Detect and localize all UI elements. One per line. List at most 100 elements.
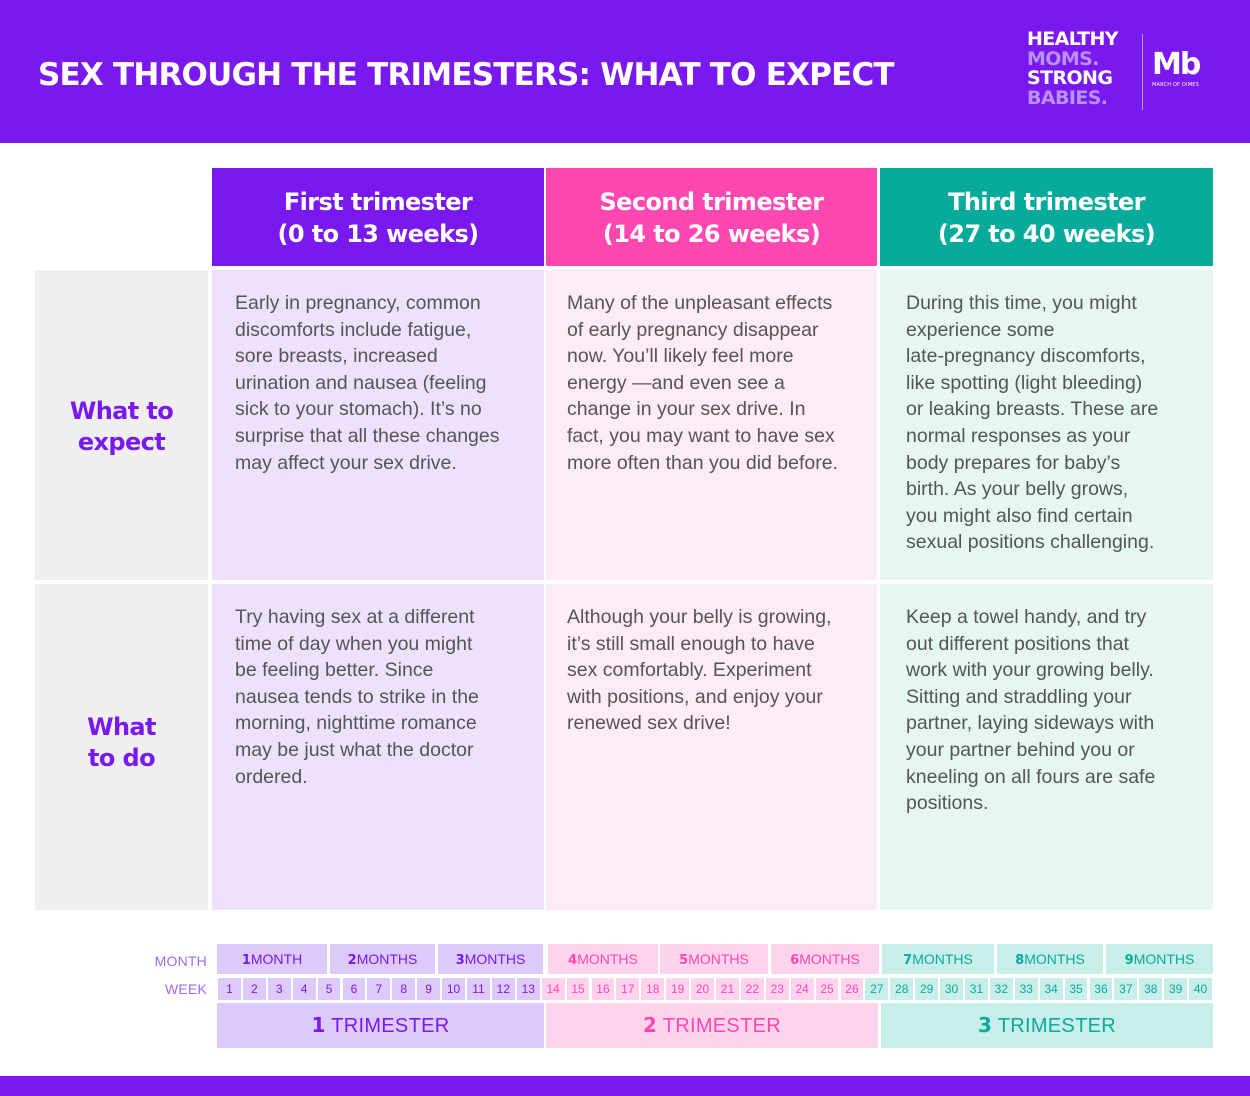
week-box: 20 <box>691 978 714 1000</box>
month-box: 6MONTHS <box>771 944 879 974</box>
row-label-what-to-expect: What to expect <box>35 270 208 580</box>
timeline-week-label: WEEK <box>164 981 207 997</box>
week-box: 39 <box>1164 978 1188 1000</box>
month-unit: MONTHS <box>356 951 418 967</box>
trimester-bar-1: 1 TRIMESTER <box>217 1003 544 1048</box>
brand-line-2: MOMS. <box>1027 47 1099 70</box>
month-number: 2 <box>347 953 357 968</box>
column-header-title: Third trimester <box>948 188 1145 216</box>
month-number: 1 <box>241 953 251 968</box>
cell-todo-third: Keep a towel handy, and try out differen… <box>880 584 1213 910</box>
month-unit: MONTHS <box>912 951 973 967</box>
month-unit: MONTHS <box>688 951 749 967</box>
column-header-range: (14 to 26 weeks) <box>602 220 821 248</box>
column-header-title: Second trimester <box>599 188 825 216</box>
cell-expect-second: Many of the unpleasant effects of early … <box>546 270 877 580</box>
cell-expect-third: During this time, you might experience s… <box>880 270 1213 580</box>
trimester-label: TRIMESTER <box>331 1015 450 1037</box>
week-box: 27 <box>865 978 889 1000</box>
cell-text: Early in pregnancy, common discomforts i… <box>235 292 500 474</box>
week-box: 32 <box>989 978 1013 1000</box>
week-box: 31 <box>965 978 988 1000</box>
cell-text: Keep a towel handy, and try out differen… <box>906 606 1156 815</box>
logo-subtitle: MARCH OF DIMES <box>1152 82 1199 88</box>
week-box: 18 <box>641 978 665 1000</box>
column-header-second-trimester: Second trimester (14 to 26 weeks) <box>546 168 877 266</box>
trimester-number: 3 <box>978 1013 993 1037</box>
week-box: 8 <box>392 978 416 1000</box>
column-header-first-trimester: First trimester (0 to 13 weeks) <box>212 168 544 266</box>
week-box: 9 <box>417 978 441 1000</box>
week-box: 38 <box>1139 978 1163 1000</box>
week-box: 25 <box>815 978 839 1000</box>
cell-text: Try having sex at a different time of da… <box>235 606 479 788</box>
timeline-month-label: MONTH <box>154 953 207 969</box>
week-box: 1 <box>218 978 241 1000</box>
week-box: 22 <box>740 978 764 1000</box>
column-header-range: (0 to 13 weeks) <box>277 220 479 248</box>
week-box: 14 <box>541 978 565 1000</box>
column-header-range: (27 to 40 weeks) <box>937 220 1156 248</box>
cell-text: Although your belly is growing, it’s sti… <box>567 606 832 735</box>
cell-todo-first: Try having sex at a different time of da… <box>212 584 544 910</box>
month-unit: MONTHS <box>577 951 638 967</box>
month-unit: MONTH <box>250 951 303 967</box>
column-header-third-trimester: Third trimester (27 to 40 weeks) <box>880 168 1213 266</box>
brand-line-1: HEALTHY <box>1027 28 1119 50</box>
brand-line-3: STRONG <box>1027 67 1113 89</box>
month-box: 9MONTHS <box>1106 944 1213 974</box>
week-box: 12 <box>491 978 515 1000</box>
week-box: 7 <box>367 978 391 1000</box>
month-number: 7 <box>903 953 913 968</box>
week-box: 11 <box>467 978 490 1000</box>
week-box: 34 <box>1039 978 1063 1000</box>
week-box: 26 <box>840 978 864 1000</box>
column-header-title: First trimester <box>283 188 473 216</box>
month-box: 7MONTHS <box>882 944 994 974</box>
trimester-number: 2 <box>643 1013 658 1037</box>
week-box: 23 <box>765 978 789 1000</box>
week-box: 30 <box>940 978 963 1000</box>
row-label-line: to do <box>88 744 156 772</box>
trimester-number: 1 <box>311 1013 326 1037</box>
week-box: 6 <box>342 978 366 1000</box>
logo-mark: Mb <box>1152 47 1201 82</box>
brand-line-4: BABIES. <box>1027 86 1108 109</box>
cell-text: During this time, you might experience s… <box>906 292 1159 554</box>
month-box: 2MONTHS <box>330 944 435 974</box>
month-box: 1MONTH <box>217 944 327 974</box>
month-box: 5MONTHS <box>660 944 768 974</box>
month-unit: MONTHS <box>1024 951 1085 967</box>
week-box: 4 <box>292 978 316 1000</box>
trimester-bar-2: 2 TRIMESTER <box>546 1003 878 1048</box>
month-number: 4 <box>568 953 578 968</box>
month-box: 4MONTHS <box>548 944 658 974</box>
week-box: 21 <box>716 978 739 1000</box>
month-box: 8MONTHS <box>997 944 1103 974</box>
healthy-moms-strong-babies-logo: HEALTHY MOMS. STRONG BABIES. <box>1027 28 1119 109</box>
month-number: 3 <box>455 953 465 968</box>
page-title: SEX THROUGH THE TRIMESTERS: WHAT TO EXPE… <box>38 57 895 93</box>
cell-todo-second: Although your belly is growing, it’s sti… <box>546 584 877 910</box>
week-box: 10 <box>442 978 465 1000</box>
header-banner: SEX THROUGH THE TRIMESTERS: WHAT TO EXPE… <box>0 0 1250 143</box>
cell-text: Many of the unpleasant effects of early … <box>567 292 839 474</box>
week-box: 19 <box>666 978 690 1000</box>
week-box: 13 <box>516 978 540 1000</box>
row-label-line: What to <box>69 397 174 425</box>
week-box: 28 <box>890 978 914 1000</box>
week-box: 3 <box>267 978 291 1000</box>
week-box: 16 <box>591 978 615 1000</box>
month-unit: MONTHS <box>1133 951 1195 967</box>
week-box: 35 <box>1064 978 1088 1000</box>
row-label-line: expect <box>77 428 166 456</box>
week-box: 24 <box>790 978 814 1000</box>
trimester-bar-3: 3 TRIMESTER <box>881 1003 1213 1048</box>
month-unit: MONTHS <box>799 951 860 967</box>
week-box: 33 <box>1014 978 1038 1000</box>
week-box: 15 <box>566 978 590 1000</box>
march-of-dimes-logo: Mb MARCH OF DIMES <box>1152 50 1212 92</box>
logo-divider <box>1142 34 1143 110</box>
row-label-line: What <box>87 713 156 741</box>
month-number: 5 <box>679 953 689 968</box>
